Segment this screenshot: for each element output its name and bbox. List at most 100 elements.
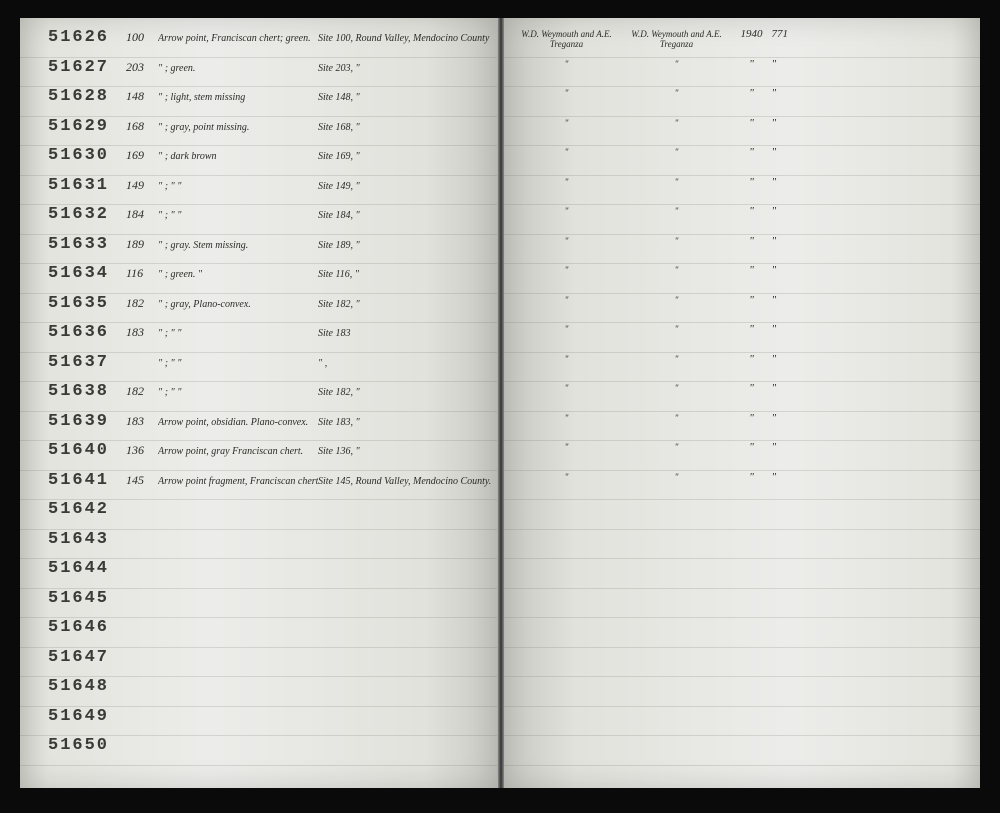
site-number: 100 bbox=[126, 30, 158, 45]
catalog-number: 51646 bbox=[48, 618, 126, 637]
catalog-number: 51640 bbox=[48, 441, 126, 460]
site-number: 116 bbox=[126, 266, 158, 281]
object-description: " ; " " bbox=[158, 181, 318, 192]
ditto-mark: " bbox=[512, 473, 622, 483]
ditto-mark: " bbox=[772, 471, 812, 483]
right-page: W.D. Weymouth and A.E. TreganzaW.D. Weym… bbox=[504, 18, 981, 788]
ledger-row: """" bbox=[504, 146, 981, 176]
ledger-row: 51646 bbox=[20, 618, 497, 648]
catalog-number: 51626 bbox=[48, 28, 126, 47]
ditto-mark: " bbox=[732, 471, 772, 483]
ditto-mark: " bbox=[622, 414, 732, 424]
locality: Site 169, " bbox=[318, 151, 497, 162]
ledger-row bbox=[504, 500, 981, 530]
ditto-mark: " bbox=[622, 473, 732, 483]
catalog-number: 51635 bbox=[48, 294, 126, 313]
ditto-mark: " bbox=[512, 178, 622, 188]
ledger-row: 51632184" ; " "Site 184, " bbox=[20, 205, 497, 235]
ledger-row: 51626100Arrow point, Franciscan chert; g… bbox=[20, 28, 497, 58]
collector-name: W.D. Weymouth and A.E. Treganza bbox=[512, 30, 622, 50]
catalog-number: 51645 bbox=[48, 589, 126, 608]
ditto-mark: " bbox=[622, 178, 732, 188]
catalog-number: 51647 bbox=[48, 648, 126, 667]
ledger-row: """" bbox=[504, 412, 981, 442]
ditto-mark: " bbox=[512, 384, 622, 394]
ledger-row: """" bbox=[504, 58, 981, 88]
object-description: " ; gray, point missing. bbox=[158, 122, 318, 133]
ditto-mark: " bbox=[772, 294, 812, 306]
locality: Site 182, " bbox=[318, 299, 497, 310]
ditto-mark: " bbox=[772, 146, 812, 158]
catalog-number: 51639 bbox=[48, 412, 126, 431]
ditto-mark: " bbox=[622, 119, 732, 129]
ditto-mark: " bbox=[622, 207, 732, 217]
ditto-mark: " bbox=[732, 87, 772, 99]
ditto-mark: " bbox=[512, 266, 622, 276]
object-description: " ; " " bbox=[158, 210, 318, 221]
ledger-row: 51643 bbox=[20, 530, 497, 560]
ditto-mark: " bbox=[622, 296, 732, 306]
ditto-mark: " bbox=[622, 60, 732, 70]
site-number: 182 bbox=[126, 384, 158, 399]
ledger-row: 51649 bbox=[20, 707, 497, 737]
ditto-mark: " bbox=[512, 296, 622, 306]
ledger-row: """" bbox=[504, 353, 981, 383]
catalog-number: 51641 bbox=[48, 471, 126, 490]
ledger-row bbox=[504, 736, 981, 766]
site-number: 168 bbox=[126, 119, 158, 134]
catalog-number: 51642 bbox=[48, 500, 126, 519]
ledger-row: 51629168" ; gray, point missing.Site 168… bbox=[20, 117, 497, 147]
ledger-row: 51641145Arrow point fragment, Franciscan… bbox=[20, 471, 497, 501]
ledger-row: 51628148" ; light, stem missingSite 148,… bbox=[20, 87, 497, 117]
object-description: " ; gray, Plano-convex. bbox=[158, 299, 318, 310]
ledger-row: """" bbox=[504, 205, 981, 235]
object-description: " ; green. " bbox=[158, 269, 318, 280]
ditto-mark: " bbox=[512, 89, 622, 99]
ditto-mark: " bbox=[622, 148, 732, 158]
ditto-mark: " bbox=[732, 323, 772, 335]
object-description: " ; green. bbox=[158, 63, 318, 74]
ditto-mark: " bbox=[732, 441, 772, 453]
ditto-mark: " bbox=[732, 205, 772, 217]
ledger-row: """" bbox=[504, 176, 981, 206]
ditto-mark: " bbox=[732, 264, 772, 276]
locality: Site 183, " bbox=[318, 417, 497, 428]
ledger-row: 51634116" ; green. "Site 116, " bbox=[20, 264, 497, 294]
ditto-mark: " bbox=[512, 207, 622, 217]
locality: " , bbox=[318, 358, 497, 369]
locality: Site 189, " bbox=[318, 240, 497, 251]
ledger-row: 51635182" ; gray, Plano-convex.Site 182,… bbox=[20, 294, 497, 324]
locality: Site 183 bbox=[318, 328, 497, 339]
object-description: Arrow point, obsidian. Plano-convex. bbox=[158, 417, 318, 428]
locality: Site 168, " bbox=[318, 122, 497, 133]
ledger-row: """" bbox=[504, 87, 981, 117]
locality: Site 184, " bbox=[318, 210, 497, 221]
ditto-mark: " bbox=[622, 384, 732, 394]
ledger-row bbox=[504, 559, 981, 589]
ditto-mark: " bbox=[622, 89, 732, 99]
ledger-row: 51650 bbox=[20, 736, 497, 766]
ditto-mark: " bbox=[772, 441, 812, 453]
accession-number: 771 bbox=[772, 28, 812, 40]
catalog-number: 51634 bbox=[48, 264, 126, 283]
locality: Site 116, " bbox=[318, 269, 497, 280]
site-number: 136 bbox=[126, 443, 158, 458]
ledger-row: 51644 bbox=[20, 559, 497, 589]
ditto-mark: " bbox=[772, 382, 812, 394]
object-description: " ; light, stem missing bbox=[158, 92, 318, 103]
ledger-row: 51631149" ; " "Site 149, " bbox=[20, 176, 497, 206]
ditto-mark: " bbox=[732, 235, 772, 247]
ditto-mark: " bbox=[512, 325, 622, 335]
ditto-mark: " bbox=[622, 443, 732, 453]
object-description: " ; dark brown bbox=[158, 151, 318, 162]
ditto-mark: " bbox=[732, 382, 772, 394]
ledger-row: 51639183Arrow point, obsidian. Plano-con… bbox=[20, 412, 497, 442]
site-number: 189 bbox=[126, 237, 158, 252]
ledger-row bbox=[504, 707, 981, 737]
ledger-row: """" bbox=[504, 117, 981, 147]
object-description: " ; " " bbox=[158, 358, 318, 369]
ledger-row: """" bbox=[504, 382, 981, 412]
site-number: 169 bbox=[126, 148, 158, 163]
ditto-mark: " bbox=[772, 58, 812, 70]
ledger-row bbox=[504, 648, 981, 678]
